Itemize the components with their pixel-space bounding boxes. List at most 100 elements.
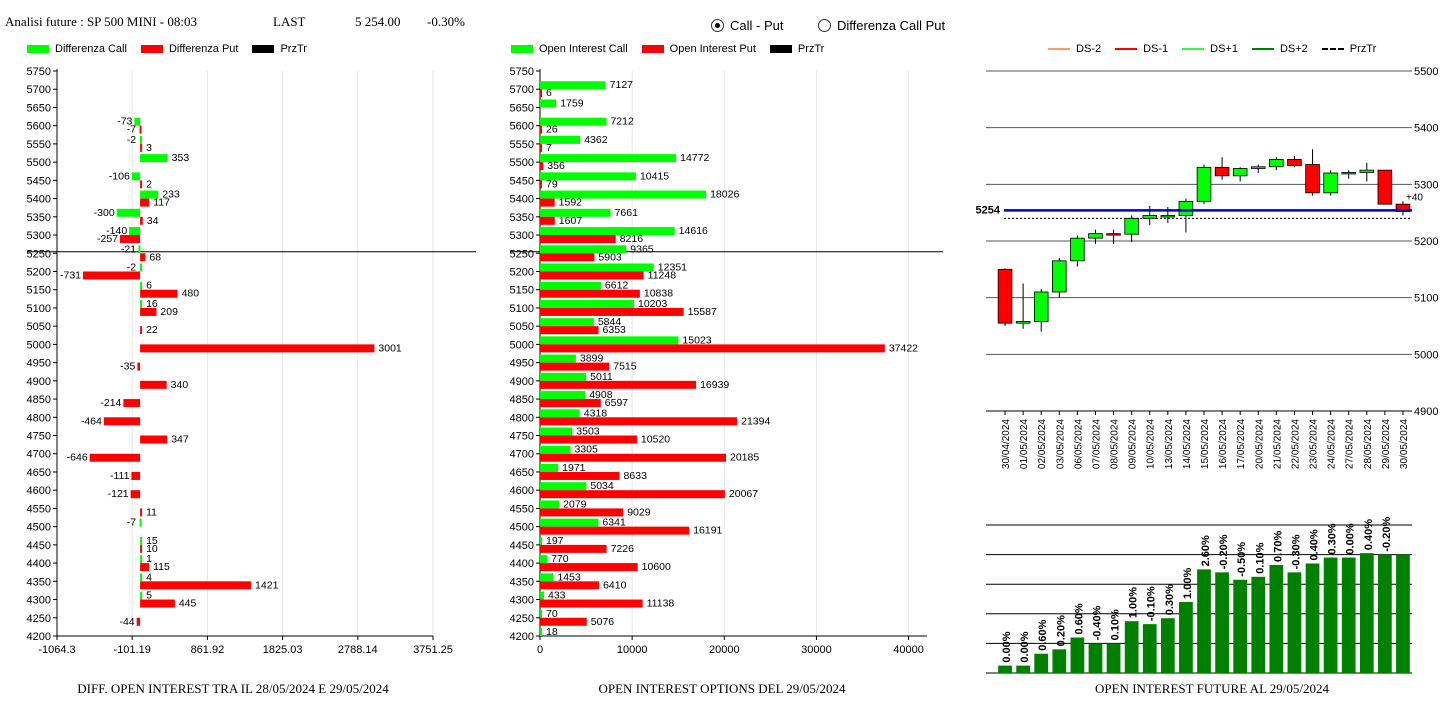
line-price-icon [1321,48,1344,50]
candle-date-label: 29/05/2024 [1381,419,1392,469]
diff-put-bar [140,143,143,152]
oi-put-value-label: 356 [547,160,565,172]
diff-strike-label: 5600 [27,121,51,133]
oi-strike-label: 4350 [510,576,534,588]
diff-put-value-label: -464 [81,415,102,427]
oi-future-pct-label: 0.40% [1363,519,1375,550]
caption-chart3: OPEN INTEREST FUTURE AL 29/05/2024 [1094,681,1330,696]
oi-put-value-label: 11138 [647,598,675,610]
diff-strike-label: 4900 [27,376,51,388]
oi-put-bar [540,307,684,316]
oi-future-pct-label: 0.10% [1110,609,1122,640]
oi-put-bar [540,143,542,152]
diff-strike-label: 5000 [27,339,51,351]
oi-call-bar [540,318,594,327]
diff-call-bar [139,263,142,272]
diff-put-bar [140,563,150,572]
oi-future-pct-label: -0.20% [1381,517,1393,552]
caption-chart2: OPEN INTEREST OPTIONS DEL 29/05/2024 [598,681,846,696]
diff-strike-label: 4350 [27,576,51,588]
diff-call-value-label: 353 [172,152,190,164]
radio-diff-label: Differenza Call Put [837,18,946,33]
oi-strike-label: 5500 [510,157,534,169]
candle-up [1269,159,1284,168]
oi-put-bar [540,289,640,298]
oi-put-value-label: 7515 [613,361,637,373]
radio-selected-icon [711,19,724,32]
diff-x-tick-label: 3751.25 [413,644,453,656]
candle-up [1359,169,1375,173]
oi-call-value-label: 5844 [598,316,622,328]
oi-strike-label: 4700 [510,449,534,461]
oi-strike-label: 5300 [510,230,534,242]
oi-put-bar [540,216,555,225]
oi-strike-label: 4900 [510,376,534,388]
diff-strike-label: 4500 [27,522,51,534]
swatch-call-icon [511,45,533,53]
oi-future-bar [1396,554,1410,673]
oi-call-bar [540,117,607,126]
oi-call-value-label: 5034 [590,480,614,492]
diff-strike-label: 5550 [27,139,51,151]
oi-future-bar [1124,621,1139,673]
radio-call-put[interactable]: Call - Put [711,18,783,33]
oi-call-value-label: 7127 [610,79,634,91]
oi-strike-label: 5200 [510,266,534,278]
oi-strike-label: 5600 [510,121,534,133]
oi-put-value-label: 6 [546,87,552,99]
oi-call-value-label: 2079 [563,498,587,510]
candle-y-tick-label: 5200 [1414,236,1438,248]
diff-call-value-label: 233 [162,189,180,201]
diff-call-value-label: 5 [146,590,152,602]
diff-put-bar [140,198,150,207]
diff-strike-label: 5400 [27,194,51,206]
candle-up [1052,260,1067,293]
diff-put-bar [136,617,141,626]
oi-strike-label: 5250 [510,248,534,260]
legend-chart1: Differenza Call Differenza Put PrzTr [27,43,321,55]
diff-call-bar [139,518,142,527]
candle-date-label: 23/05/2024 [1309,419,1320,469]
oi-put-value-label: 6353 [603,324,627,336]
oi-strike-label: 5650 [510,102,534,114]
change-value: -0.30% [427,14,465,29]
oi-put-bar [540,471,620,480]
oi-put-value-label: 9029 [627,506,651,518]
diff-call-bar [140,555,143,564]
oi-put-value-label: 7 [546,142,552,154]
oi-put-bar [540,235,616,244]
diff-strike-label: 5500 [27,157,51,169]
oi-call-bar [540,135,581,144]
diff-call-bar [140,536,143,545]
legend-chart3: DS-2 DS-1 DS+1 DS+2 PrzTr [1048,43,1390,55]
oi-strike-label: 4600 [510,485,534,497]
oi-call-value-label: 10415 [640,170,669,182]
oi-strike-label: 5150 [510,285,534,297]
oi-put-value-label: 20185 [730,452,759,464]
oi-strike-label: 4450 [510,540,534,552]
oi-put-bar [540,599,643,608]
oi-call-bar [540,482,587,491]
diff-put-bar [140,599,175,608]
candle-up [1033,291,1049,322]
oi-call-bar [540,391,586,400]
oi-strike-label: 5350 [510,212,534,224]
candle-y-tick-label: 5500 [1414,66,1438,78]
oi-call-value-label: 4362 [584,134,608,146]
diff-strike-label: 4950 [27,358,51,370]
diff-put-bar [140,216,143,225]
candle-up [1124,217,1139,235]
oi-call-value-label: 197 [546,535,564,547]
oi-call-value-label: 1759 [560,97,584,109]
diff-call-bar [140,281,143,290]
radio-diff-call-put[interactable]: Differenza Call Put [818,18,945,33]
oi-future-bar [1305,563,1320,673]
diff-strike-label: 5200 [27,266,51,278]
oi-future-pct-label: 0.00% [1019,631,1031,662]
candle-date-label: 07/05/2024 [1091,419,1102,469]
oi-call-value-label: 14616 [679,225,708,237]
oi-call-value-label: 15023 [682,334,711,346]
oi-future-bar [1106,643,1121,673]
candle-y-tick-label: 5400 [1414,123,1438,135]
candle-date-label: 08/05/2024 [1110,419,1121,469]
